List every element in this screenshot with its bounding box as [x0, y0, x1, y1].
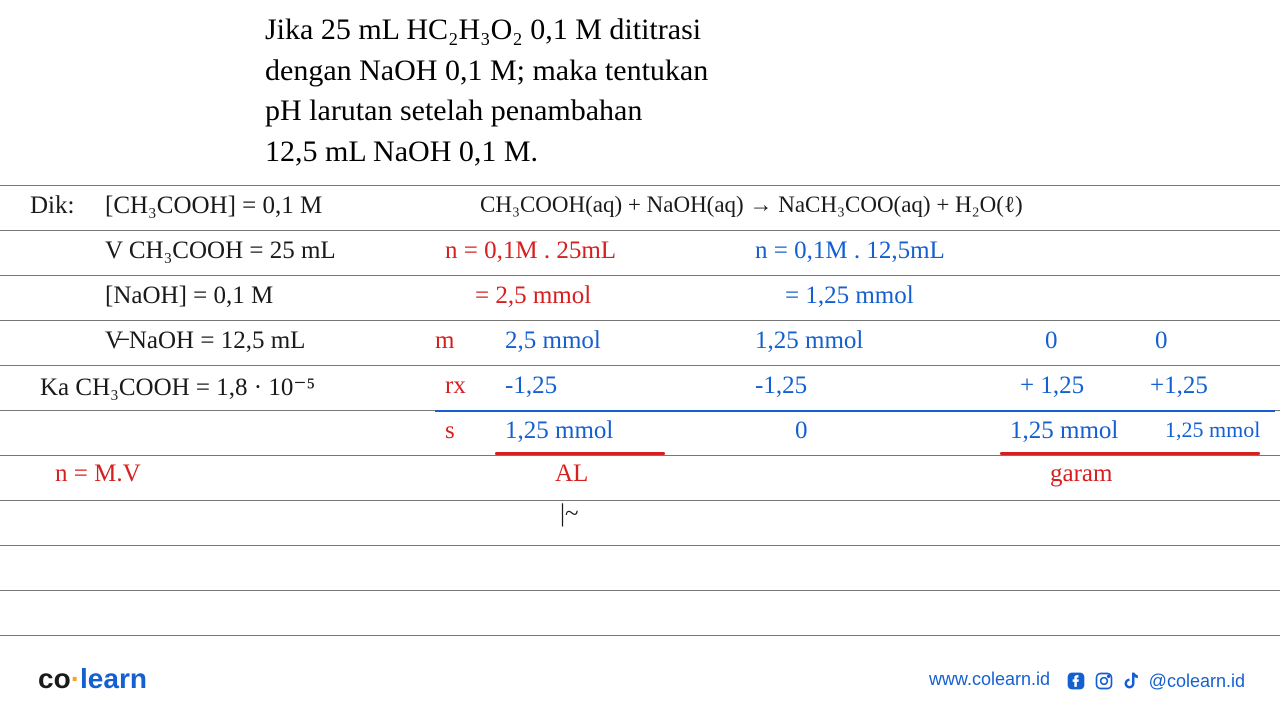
rx-val-2: -1,25: [755, 372, 807, 400]
ka-value: Ka CH₃COOH = 1,8 · 10⁻⁵: [40, 372, 315, 402]
facebook-icon: [1065, 670, 1087, 692]
ruled-line: [0, 590, 1280, 591]
n2-calc: n = 0,1M . 12,5mL: [755, 237, 945, 265]
row-s-label: s: [445, 417, 455, 445]
ruled-line: [0, 545, 1280, 546]
s-val-2: 0: [795, 417, 808, 445]
logo-dot: ·: [71, 663, 80, 694]
underline-garam: [1000, 452, 1260, 455]
underline-al: [495, 452, 665, 455]
instagram-icon: [1093, 670, 1115, 692]
ruled-line: [0, 320, 1280, 321]
footer-bar: co·learn www.colearn.id @colearn.id: [0, 655, 1280, 695]
footer-social: @colearn.id: [1065, 670, 1245, 692]
label-al: AL: [555, 460, 588, 488]
colearn-logo: co·learn: [38, 663, 147, 695]
volume-ch3cooh: V CH₃COOH = 25 mL: [105, 237, 336, 265]
dik-label: Dik:: [30, 192, 74, 220]
formula-nmv: n = M.V: [55, 460, 141, 488]
problem-line-3: pH larutan setelah penambahan: [265, 91, 985, 132]
footer-url: www.colearn.id: [929, 669, 1050, 690]
tiktok-icon: [1121, 670, 1143, 692]
rx-val-3: + 1,25: [1020, 372, 1084, 400]
volume-naoh: V̶ NaOH = 12,5 mL: [105, 327, 305, 355]
m-val-3: 0: [1045, 327, 1058, 355]
concentration-naoh: [NaOH] = 0,1 M: [105, 282, 273, 310]
label-garam: garam: [1050, 460, 1112, 488]
ruled-line: [0, 500, 1280, 501]
ruled-line: [0, 635, 1280, 636]
logo-learn: learn: [80, 663, 147, 694]
m-val-4: 0: [1155, 327, 1168, 355]
ruled-line: [0, 230, 1280, 231]
concentration-ch3cooh: [CH₃COOH] = 0,1 M: [105, 192, 322, 220]
ruled-line: [0, 275, 1280, 276]
m-val-1: 2,5 mmol: [505, 327, 601, 355]
n2-result: = 1,25 mmol: [785, 282, 914, 310]
rx-val-1: -1,25: [505, 372, 557, 400]
s-val-4: 1,25 mmol: [1165, 417, 1260, 443]
s-val-3: 1,25 mmol: [1010, 417, 1118, 445]
reaction-equation: CH₃COOH(aq) + NaOH(aq) → NaCH₃COO(aq) + …: [480, 192, 1023, 218]
ice-divider: [435, 410, 1275, 412]
problem-statement: Jika 25 mL HC₂H₃O₂ 0,1 M dititrasi denga…: [265, 10, 985, 172]
tick-mark: |~: [560, 500, 579, 528]
m-val-2: 1,25 mmol: [755, 327, 863, 355]
problem-line-2: dengan NaOH 0,1 M; maka tentukan: [265, 51, 985, 92]
rx-val-4: +1,25: [1150, 372, 1208, 400]
logo-co: co: [38, 663, 71, 694]
ruled-line: [0, 185, 1280, 186]
problem-line-4: 12,5 mL NaOH 0,1 M.: [265, 132, 985, 173]
footer-handle: @colearn.id: [1149, 671, 1245, 692]
problem-line-1: Jika 25 mL HC₂H₃O₂ 0,1 M dititrasi: [265, 10, 985, 51]
n1-calc: n = 0,1M . 25mL: [445, 237, 616, 265]
ruled-line: [0, 365, 1280, 366]
row-m-label: m: [435, 327, 454, 355]
row-rx-label: rx: [445, 372, 466, 400]
s-val-1: 1,25 mmol: [505, 417, 613, 445]
ruled-line: [0, 455, 1280, 456]
n1-result: = 2,5 mmol: [475, 282, 591, 310]
